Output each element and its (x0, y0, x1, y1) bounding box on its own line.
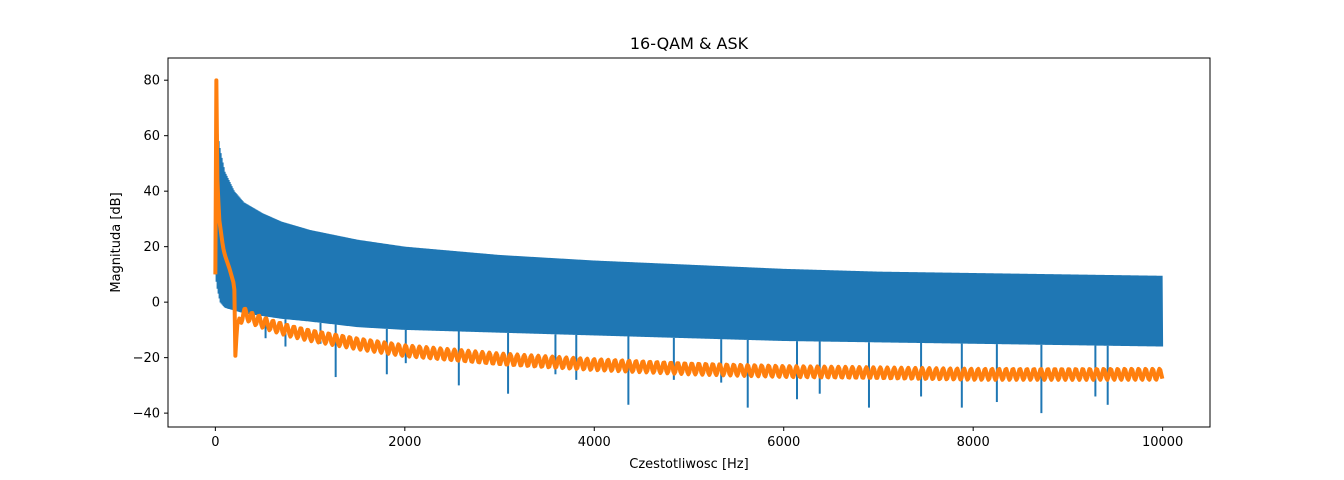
x-tick-label: 6000 (767, 435, 800, 450)
series-2-line (213, 78, 1165, 382)
axes-frame (167, 57, 1211, 428)
series-2 (213, 78, 1165, 382)
x-tick-label: 4000 (578, 435, 611, 450)
y-axis-label: Magnituda [dB] (109, 192, 124, 292)
y-tick-label: 60 (143, 129, 160, 144)
ticks-layer: 0 2000 4000 6000 8000 10000 −40 −20 0 20 40 60 80 (133, 74, 1184, 450)
y-tick-label: 0 (152, 296, 160, 311)
series-1-line (214, 124, 1164, 347)
y-tick-label: −20 (133, 351, 160, 366)
y-tick-label: 80 (143, 74, 160, 89)
chart-title: 16-QAM & ASK (630, 34, 749, 53)
x-tick-label: 2000 (388, 435, 421, 450)
series-layer (213, 78, 1165, 414)
x-tick-label: 0 (211, 435, 219, 450)
y-tick-label: 20 (143, 240, 160, 255)
y-tick-label: −40 (133, 407, 160, 422)
x-axis-label: Czestotliwosc [Hz] (629, 457, 748, 472)
y-tick-label: 40 (143, 185, 160, 200)
x-tick-label: 10000 (1142, 435, 1183, 450)
x-tick-label: 8000 (957, 435, 990, 450)
